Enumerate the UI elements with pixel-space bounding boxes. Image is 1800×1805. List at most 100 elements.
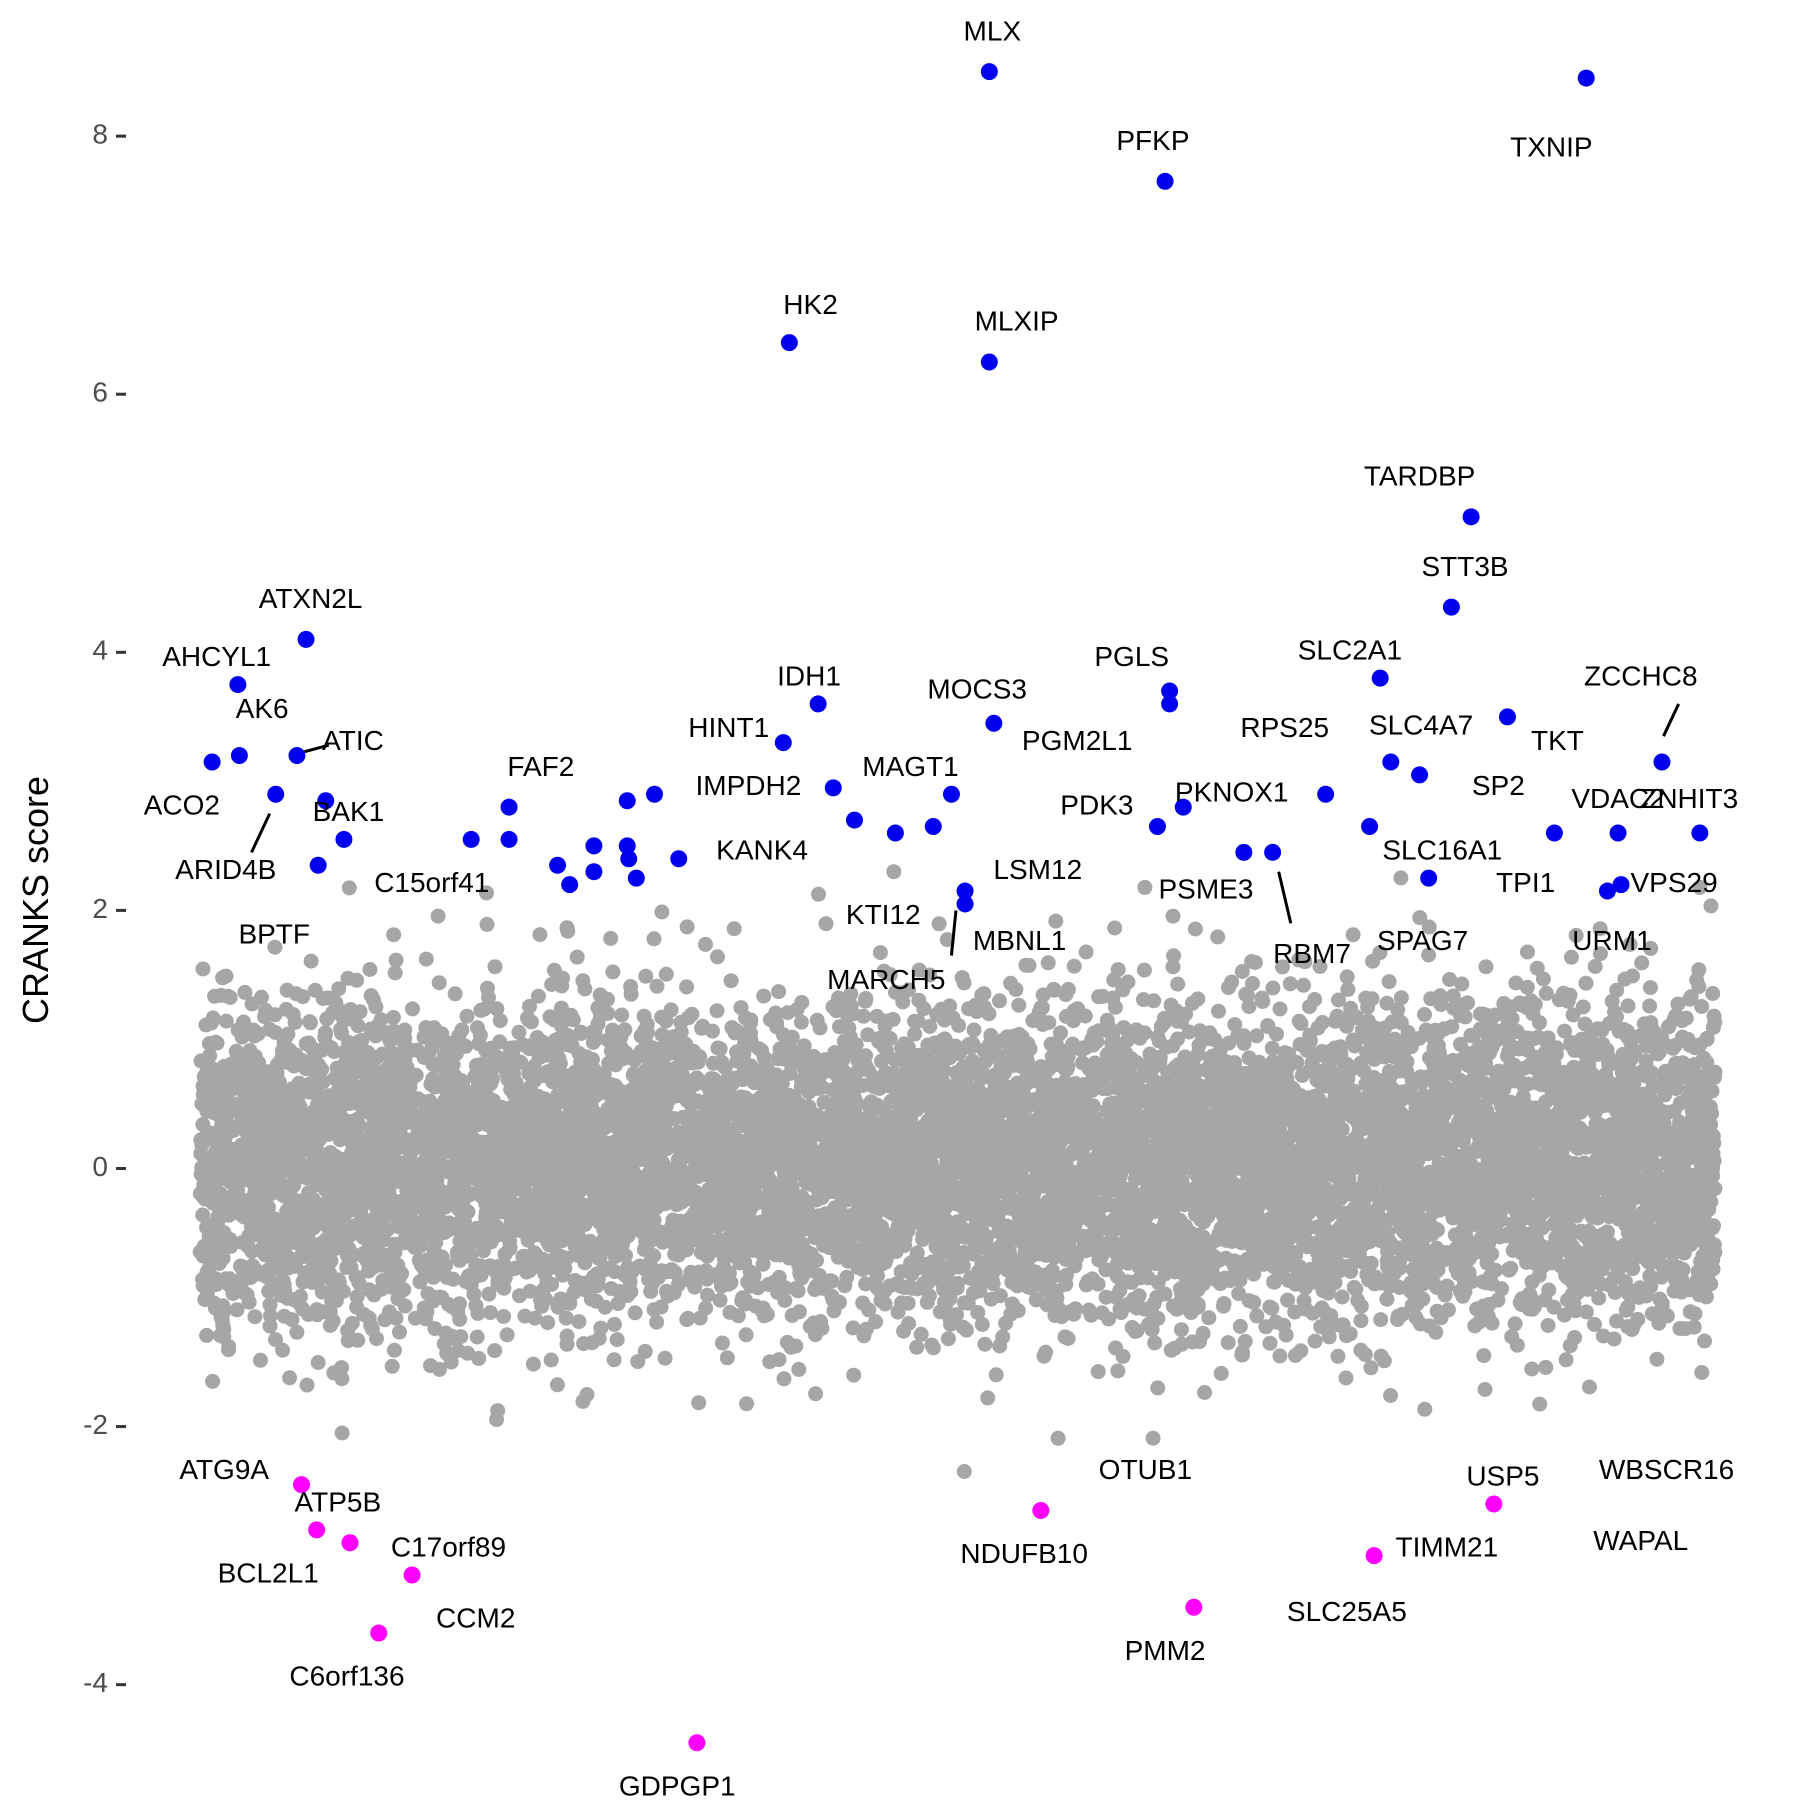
background-gene-point bbox=[1412, 910, 1428, 926]
background-gene-point bbox=[1340, 981, 1356, 997]
background-gene-point bbox=[649, 1314, 665, 1330]
background-gene-point bbox=[1255, 993, 1271, 1009]
background-gene-point bbox=[1507, 1316, 1523, 1332]
background-gene-point bbox=[872, 945, 888, 961]
background-gene-point bbox=[825, 999, 841, 1015]
background-gene-point bbox=[1028, 1292, 1044, 1308]
background-gene-point bbox=[1046, 982, 1062, 998]
background-gene-point bbox=[386, 927, 402, 943]
background-gene-point bbox=[1541, 1282, 1557, 1298]
background-gene-point bbox=[195, 1207, 211, 1223]
background-gene-point bbox=[331, 981, 347, 997]
background-gene-point bbox=[1478, 959, 1494, 975]
background-gene-point bbox=[719, 1350, 735, 1366]
background-gene-point bbox=[1170, 976, 1186, 992]
background-gene-point bbox=[430, 908, 446, 924]
background-gene-point bbox=[431, 975, 447, 991]
background-gene-point bbox=[1694, 1365, 1710, 1380]
background-gene-point bbox=[998, 1315, 1014, 1331]
background-gene-point bbox=[654, 1009, 670, 1025]
background-gene-point bbox=[649, 978, 665, 994]
background-gene-point bbox=[597, 1299, 613, 1315]
background-gene-point bbox=[1173, 1322, 1189, 1338]
background-gene-point bbox=[1147, 1335, 1163, 1351]
background-gene-point bbox=[1379, 1291, 1395, 1307]
background-gene-point bbox=[584, 1335, 600, 1351]
background-gene-point bbox=[659, 1283, 674, 1299]
background-gene-point bbox=[1166, 948, 1182, 964]
background-gene-point bbox=[1477, 1382, 1493, 1397]
background-gene-point bbox=[362, 962, 378, 977]
background-gene-point bbox=[1310, 1020, 1326, 1036]
background-gene-point bbox=[560, 923, 576, 939]
background-gene-point bbox=[1381, 974, 1397, 990]
background-gene-point bbox=[1634, 955, 1650, 971]
background-gene-point bbox=[638, 968, 654, 984]
background-gene-point bbox=[1187, 921, 1203, 937]
background-gene-point bbox=[976, 986, 992, 1002]
background-gene-point bbox=[992, 993, 1007, 1009]
background-gene-point bbox=[1058, 1267, 1074, 1283]
background-gene-point bbox=[1383, 1388, 1399, 1403]
background-gene-point bbox=[525, 1356, 541, 1372]
background-gene-point bbox=[1670, 996, 1686, 1012]
background-gene-point bbox=[980, 1390, 996, 1406]
background-gene-point bbox=[733, 1000, 749, 1016]
background-gene-point bbox=[199, 1327, 215, 1343]
background-gene-point bbox=[1609, 1313, 1625, 1329]
background-gene-point bbox=[1334, 1289, 1350, 1305]
background-gene-point bbox=[479, 916, 495, 932]
background-gene-point bbox=[679, 979, 695, 995]
background-gene-point bbox=[549, 1377, 565, 1393]
background-gene-point bbox=[614, 1007, 630, 1023]
background-gene-point bbox=[267, 939, 283, 955]
background-gene-point bbox=[603, 930, 619, 946]
background-gene-point bbox=[654, 904, 670, 920]
background-gene-point bbox=[956, 1464, 972, 1479]
background-gene-point bbox=[543, 1352, 559, 1368]
background-gene-point bbox=[1620, 998, 1636, 1014]
background-gene-point bbox=[1697, 1333, 1712, 1349]
background-gene-point bbox=[368, 999, 384, 1015]
background-gene-point bbox=[1357, 1347, 1373, 1363]
background-gene-point bbox=[392, 1324, 407, 1340]
background-gene-point bbox=[1081, 1302, 1097, 1318]
background-gene-point bbox=[1011, 997, 1027, 1013]
background-gene-point bbox=[909, 1339, 925, 1355]
background-gene-point bbox=[712, 1292, 728, 1308]
background-gene-point bbox=[280, 1290, 295, 1306]
background-gene-point bbox=[384, 1358, 400, 1374]
background-gene-point bbox=[1592, 921, 1608, 937]
background-gene-point bbox=[334, 1425, 350, 1441]
background-gene-point bbox=[1050, 1430, 1066, 1446]
background-gene-point bbox=[1146, 993, 1162, 1009]
background-gene-point bbox=[845, 1320, 861, 1336]
background-gene-point bbox=[1312, 959, 1328, 974]
background-gene-point bbox=[229, 1302, 245, 1318]
background-gene-point bbox=[559, 1336, 575, 1352]
background-gene-point bbox=[1137, 879, 1153, 895]
background-gene-point bbox=[1595, 1328, 1611, 1344]
background-gene-point bbox=[1090, 1364, 1106, 1380]
background-gene-point bbox=[1150, 1310, 1166, 1326]
background-gene-point bbox=[299, 1377, 315, 1393]
background-gene-point bbox=[931, 916, 947, 932]
background-gene-point bbox=[768, 1067, 784, 1083]
background-gene-point bbox=[1234, 1347, 1250, 1363]
background-gene-point bbox=[1571, 1042, 1587, 1058]
background-gene-point bbox=[855, 1295, 871, 1311]
background-gene-point bbox=[453, 1329, 469, 1345]
background-gene-point bbox=[700, 1287, 715, 1303]
background-gene-point bbox=[388, 952, 404, 968]
background-gene-point bbox=[983, 1291, 999, 1307]
background-gene-point bbox=[940, 1331, 956, 1347]
background-gene-point bbox=[679, 919, 695, 935]
background-gene-point bbox=[469, 1329, 485, 1345]
background-gene-point bbox=[1342, 1326, 1358, 1342]
background-gene-point bbox=[1170, 1031, 1186, 1047]
background-gene-point bbox=[1417, 1401, 1433, 1417]
background-gene-point bbox=[268, 1332, 283, 1348]
background-gene-point bbox=[992, 1338, 1008, 1354]
background-gene-point bbox=[1508, 975, 1524, 991]
